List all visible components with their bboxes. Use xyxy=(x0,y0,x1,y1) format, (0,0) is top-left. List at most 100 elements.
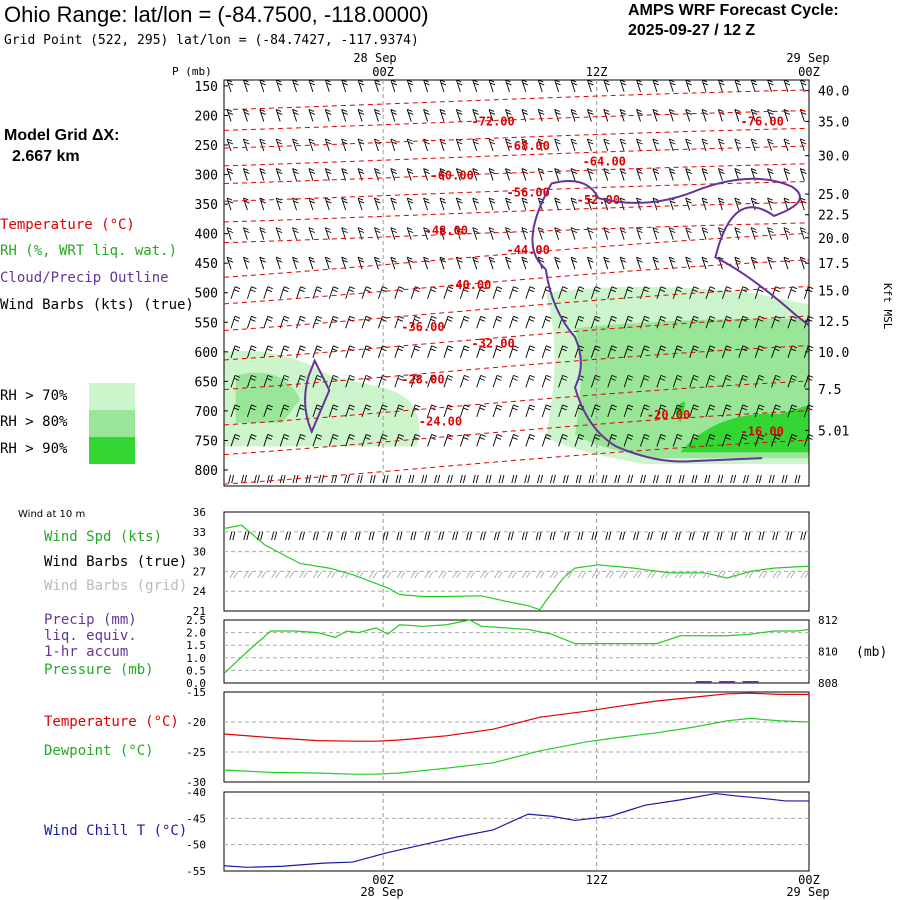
wind-barb xyxy=(783,79,791,93)
wind-barb xyxy=(341,79,348,93)
wind-barb xyxy=(328,345,339,358)
wind-barb xyxy=(472,79,479,93)
wind-barb xyxy=(652,227,660,240)
wind-barb xyxy=(590,315,601,329)
wind-barb xyxy=(672,286,683,299)
wind-barb xyxy=(750,227,758,240)
wind-panel-y-tick-label: 30 xyxy=(193,546,206,559)
surface-wind-barb-true xyxy=(396,531,403,541)
wind-barb xyxy=(423,79,430,93)
temperature-contour-label: -68.00 xyxy=(507,139,550,153)
forecast-cycle-value: 2025-09-27 / 12 Z xyxy=(628,22,756,39)
wind-barb xyxy=(455,138,463,152)
wind-barb xyxy=(767,227,774,240)
temperature-contour xyxy=(223,232,810,278)
wind-barb xyxy=(374,79,381,93)
wind-barb xyxy=(292,109,299,122)
wind-barb xyxy=(574,286,585,299)
surface-wind-barb-grid xyxy=(716,571,726,579)
wind-barb xyxy=(459,286,470,299)
legend-cloud: Cloud/Precip Outline xyxy=(0,270,169,286)
wind-barb xyxy=(410,374,421,388)
wind-barb xyxy=(390,168,397,181)
pressure-tick-label: 150 xyxy=(195,80,218,95)
wind-barb xyxy=(324,256,332,270)
surface-wind-barb-true xyxy=(688,531,695,541)
wind-barb xyxy=(390,109,397,122)
wind-barb xyxy=(705,374,716,388)
surface-wind-barb-true xyxy=(563,531,570,541)
wind-barb-surface-level xyxy=(369,474,376,484)
wind-barb xyxy=(636,138,643,152)
surface-wind-barb-grid xyxy=(354,571,364,579)
wind-barb xyxy=(656,374,667,388)
surface-wind-barb-true xyxy=(299,531,305,541)
wind-barb xyxy=(308,109,316,122)
wind-barb xyxy=(246,345,257,358)
wind-barb xyxy=(586,197,594,211)
legend-wind-chill: Wind Chill T (°C) xyxy=(44,823,188,839)
wind-barb xyxy=(754,345,765,358)
wind-barb xyxy=(488,138,496,152)
wind-barb xyxy=(423,227,430,240)
wind-barb xyxy=(242,227,250,240)
wind-barb xyxy=(787,374,798,388)
wind-barb xyxy=(799,197,807,211)
surface-wind-barb-grid xyxy=(772,571,782,579)
wind-barb xyxy=(312,345,323,358)
kft-tick-label: 10.0 xyxy=(818,346,849,361)
pressure-line xyxy=(223,619,810,674)
surface-wind-barb-grid xyxy=(257,571,267,579)
wind-barb xyxy=(783,138,791,152)
wind-barb xyxy=(259,227,266,240)
wind-barb xyxy=(439,256,447,270)
temperature-contour xyxy=(223,201,810,223)
wind-barb xyxy=(308,168,316,181)
wind-barb-surface-level xyxy=(498,474,505,484)
wind-barb-surface-level xyxy=(305,474,312,484)
wind-barb xyxy=(771,374,781,388)
temperature-panel-y-tick-label: -15 xyxy=(186,686,206,699)
wind-barb xyxy=(472,197,479,211)
legend-liq-equiv: liq. equiv. xyxy=(44,628,137,644)
wind-barb xyxy=(259,109,266,122)
surface-wind-barb-true xyxy=(758,531,765,541)
wind-barb xyxy=(701,109,709,122)
wind-barb xyxy=(230,374,241,388)
wind-barb xyxy=(640,434,650,447)
wind-barb xyxy=(292,256,299,270)
wind-barb xyxy=(787,434,798,447)
wind-barb xyxy=(689,315,699,329)
surface-wind-barb-grid xyxy=(577,571,587,579)
wind-barb xyxy=(558,286,568,299)
wind-barb xyxy=(799,138,807,152)
legend-wind-barbs-grid: Wind Barbs (grid) xyxy=(44,578,188,594)
wind-barb xyxy=(476,345,486,358)
wind-barb xyxy=(427,434,437,447)
wind-barb xyxy=(656,345,667,358)
wind-barb xyxy=(750,79,758,93)
surface-wind-barb-grid xyxy=(326,571,336,579)
wind-barb xyxy=(672,374,683,388)
wind-barb xyxy=(787,286,798,299)
wind-barb xyxy=(590,374,601,388)
wind-barb xyxy=(783,197,791,211)
surface-wind-barb-true xyxy=(674,531,681,541)
wind-barb-surface-level xyxy=(575,474,582,484)
wind-barb xyxy=(361,434,372,447)
wind-barb xyxy=(541,345,552,358)
precip-panel-y-tick-label: 0.0 xyxy=(186,677,206,690)
cloud-precip-outline xyxy=(544,268,763,463)
wind-barb xyxy=(668,227,676,240)
wind-barb xyxy=(341,197,348,211)
temperature-contour xyxy=(223,222,810,244)
wind-barb xyxy=(292,168,299,181)
wind-barb xyxy=(459,434,470,447)
wind-barb xyxy=(787,404,798,418)
surface-wind-barb-grid xyxy=(410,571,420,579)
legend-1hr-accum: 1-hr accum xyxy=(44,644,129,660)
wind-barb xyxy=(292,138,299,152)
wind-barb xyxy=(505,168,512,181)
wind-barb xyxy=(554,227,561,240)
wind-barb xyxy=(275,168,283,181)
